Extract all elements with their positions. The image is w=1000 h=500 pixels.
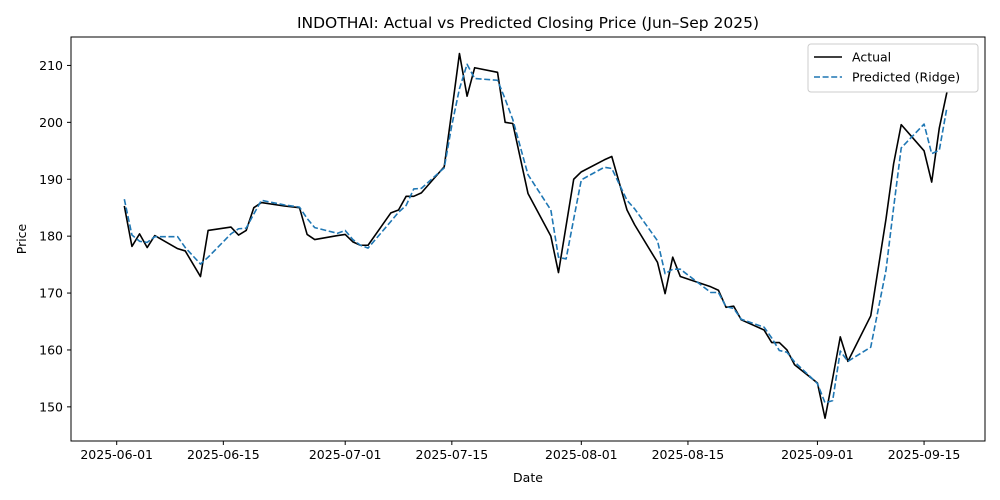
y-tick-label: 190 (39, 172, 63, 187)
legend: Actual Predicted (Ridge) (807, 43, 979, 93)
y-tick-label: 150 (39, 399, 63, 414)
y-tick-label: 210 (39, 58, 63, 73)
x-axis-label: Date (513, 470, 543, 485)
y-tick-label: 160 (39, 342, 63, 357)
chart-title: INDOTHAI: Actual vs Predicted Closing Pr… (297, 14, 759, 32)
x-tick-label: 2025-07-15 (416, 447, 489, 462)
y-tick-label: 200 (39, 115, 63, 130)
x-tick-label: 2025-06-15 (187, 447, 260, 462)
x-tick-label: 2025-09-01 (781, 447, 854, 462)
x-tick-label: 2025-09-15 (888, 447, 961, 462)
axis-ticks: 2025-06-01 2025-06-15 2025-07-01 2025-07-15… (39, 58, 960, 462)
y-axis-label: Price (14, 223, 29, 254)
x-tick-label: 2025-06-01 (80, 447, 153, 462)
legend-label: Actual (852, 50, 891, 65)
legend-box (807, 43, 979, 93)
legend-label: Predicted (Ridge) (852, 70, 960, 85)
x-tick-label: 2025-07-01 (309, 447, 382, 462)
series-group (123, 52, 948, 420)
x-tick-label: 2025-08-15 (652, 447, 725, 462)
plot-frame (70, 36, 986, 442)
series-line-predicted (123, 63, 948, 404)
y-tick-label: 180 (39, 229, 63, 244)
series-line-actual (123, 52, 948, 420)
x-tick-label: 2025-08-01 (545, 447, 618, 462)
y-tick-label: 170 (39, 286, 63, 301)
